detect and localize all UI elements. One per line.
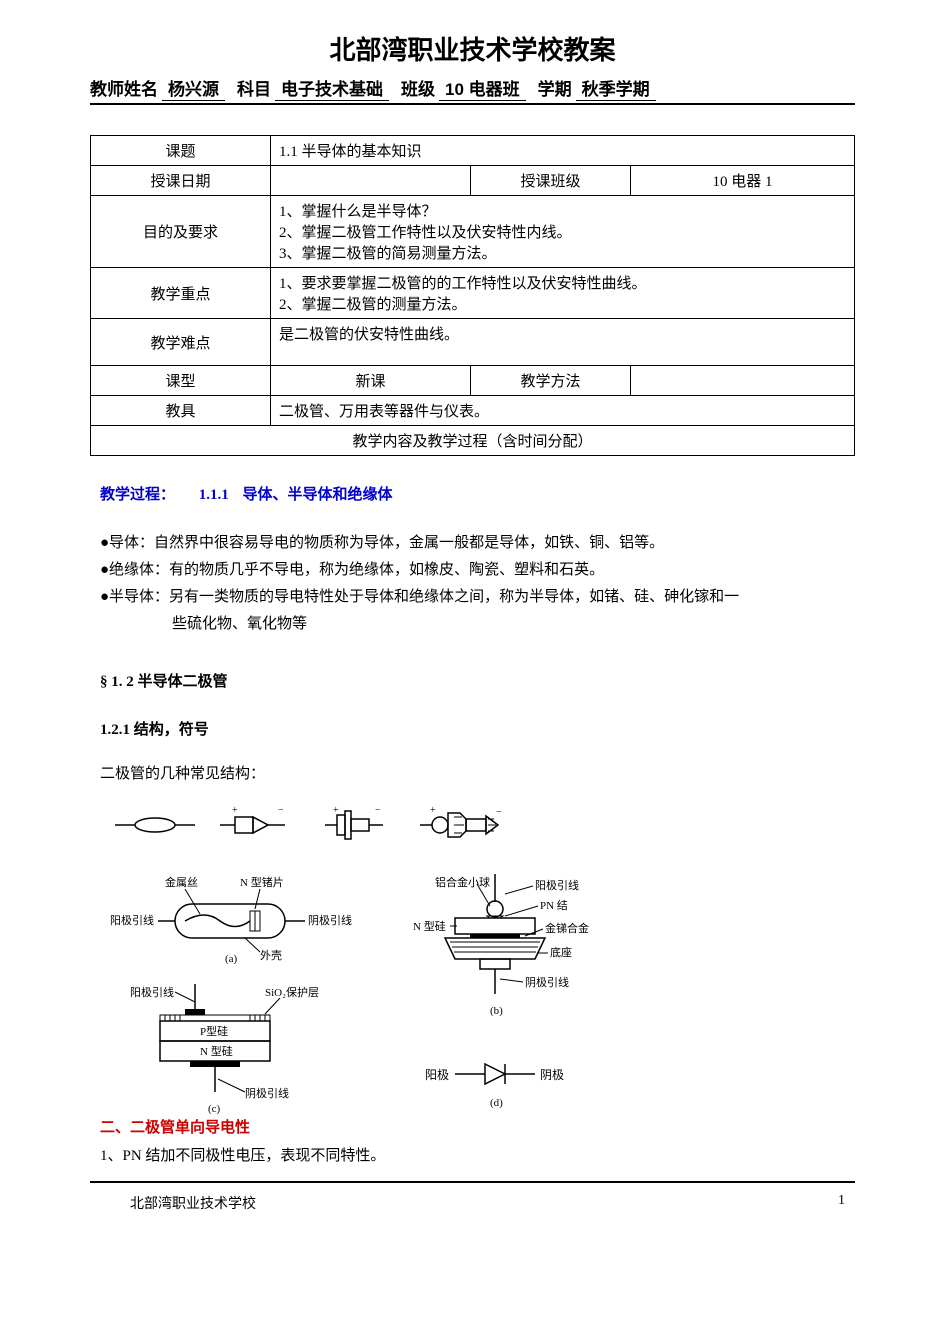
teach-class-value-cell: 10 电器 1 — [631, 166, 855, 196]
method-value-cell — [631, 366, 855, 396]
bullet-conductor: ●导体：自然界中很容易导电的物质称为导体，金属一般都是导体，如铁、铜、铝等。 — [100, 530, 845, 557]
section-12-header: § 1. 2 半导体二极管 — [100, 668, 845, 697]
table-row: 课型 新课 教学方法 — [91, 366, 855, 396]
svg-text:N 型硅: N 型硅 — [200, 1044, 233, 1058]
type-value-cell: 新课 — [271, 366, 471, 396]
section-2-line1: 1、PN 结加不同极性电压，表现不同特性。 — [100, 1142, 845, 1171]
svg-text:铝合金小球: 铝合金小球 — [435, 875, 490, 889]
svg-text:外壳: 外壳 — [260, 948, 282, 962]
topic-label-cell: 课题 — [91, 136, 271, 166]
class-label: 班级 — [401, 75, 435, 101]
bullet-insulator: ●绝缘体：有的物质几乎不导电，称为绝缘体，如橡皮、陶瓷、塑料和石英。 — [100, 557, 845, 584]
class-value: 10 电器班 — [439, 75, 526, 101]
svg-text:−: − — [375, 805, 381, 816]
lesson-plan-table: 课题 1.1 半导体的基本知识 授课日期 授课班级 10 电器 1 目的及要求 … — [90, 135, 855, 456]
difficulty-item: 是二极管的伏安特性曲线。 — [279, 323, 846, 344]
footer-school: 北部湾职业技术学校 — [90, 1193, 256, 1213]
date-label-cell: 授课日期 — [91, 166, 271, 196]
table-row: 目的及要求 1、掌握什么是半导体？ 2、掌握二极管工作特性以及伏安特性内线。 3… — [91, 196, 855, 268]
structure-c-svg: 阳极引线 SiO₂保护层 P型硅 N 型硅 阴极引线 (c) — [110, 984, 365, 1114]
table-row: 教学难点 是二极管的伏安特性曲线。 — [91, 319, 855, 366]
table-row: 课题 1.1 半导体的基本知识 — [91, 136, 855, 166]
diode-structures-diagram: 金属丝 N 型锗片 阳极引线 阴极引线 外壳 (a) 阳极引线 S — [110, 874, 845, 1114]
teach-class-label-cell: 授课班级 — [471, 166, 631, 196]
semester-value: 秋季学期 — [576, 75, 656, 101]
svg-text:PN 结: PN 结 — [540, 899, 568, 912]
svg-text:底座: 底座 — [550, 945, 572, 959]
purpose-item: 2、掌握二极管工作特性以及伏安特性内线。 — [279, 221, 846, 242]
tool-value-cell: 二极管、万用表等器件与仪表。 — [271, 396, 855, 426]
purpose-item: 3、掌握二极管的简易测量方法。 — [279, 242, 846, 263]
bullet-semiconductor-b: 些硫化物、氧化物等 — [100, 611, 845, 638]
svg-text:金属丝: 金属丝 — [165, 875, 198, 889]
topic-value-cell: 1.1 半导体的基本知识 — [271, 136, 855, 166]
svg-text:N 型锗片: N 型锗片 — [240, 875, 284, 889]
svg-text:(a): (a) — [225, 953, 238, 964]
section-2-title: 二、二极管单向导电性 — [100, 1114, 845, 1143]
svg-text:阴极引线: 阴极引线 — [308, 913, 352, 927]
svg-text:阳极引线: 阳极引线 — [130, 985, 174, 999]
process-label: 教学过程： — [100, 487, 175, 503]
tool-label-cell: 教具 — [91, 396, 271, 426]
structure-b-svg: 铝合金小球 阳极引线 PN 结 N 型硅 金锑合金 底座 — [395, 874, 615, 1034]
svg-text:P型硅: P型硅 — [200, 1024, 228, 1038]
content-area: 教学过程： 1.1.1 导体、半导体和绝缘体 ●导体：自然界中很容易导电的物质称… — [90, 481, 855, 1171]
svg-text:N 型硅: N 型硅 — [413, 919, 446, 933]
process-title-line: 教学过程： 1.1.1 导体、半导体和绝缘体 — [100, 481, 845, 510]
svg-text:阴极引线: 阴极引线 — [525, 975, 569, 989]
svg-text:+: + — [333, 805, 339, 816]
footer-page-number: 1 — [838, 1193, 855, 1213]
diode-symbols-svg: + − + − — [110, 803, 540, 848]
definitions-list: ●导体：自然界中很容易导电的物质称为导体，金属一般都是导体，如铁、铜、铝等。 ●… — [100, 530, 845, 638]
keypoint-item: 2、掌握二极管的测量方法。 — [279, 293, 846, 314]
content-header-cell: 教学内容及教学过程（含时间分配） — [91, 426, 855, 456]
section-111-num: 1.1.1 — [199, 487, 229, 503]
difficulty-blank — [279, 344, 846, 361]
svg-text:−: − — [278, 805, 284, 816]
svg-text:−: − — [496, 807, 502, 818]
table-row: 教学内容及教学过程（含时间分配） — [91, 426, 855, 456]
type-label-cell: 课型 — [91, 366, 271, 396]
difficulty-value-cell: 是二极管的伏安特性曲线。 — [271, 319, 855, 366]
svg-text:金锑合金: 金锑合金 — [545, 921, 589, 935]
keypoint-value-cell: 1、要求要掌握二极管的的工作特性以及伏安特性曲线。 2、掌握二极管的测量方法。 — [271, 268, 855, 319]
svg-text:(b): (b) — [490, 1005, 503, 1017]
bullet-semiconductor-a: ●半导体：另有一类物质的导电特性处于导体和绝缘体之间，称为半导体，如锗、硅、砷化… — [100, 584, 845, 611]
table-row: 教具 二极管、万用表等器件与仪表。 — [91, 396, 855, 426]
section-121-header: 1.2.1 结构，符号 — [100, 716, 845, 745]
purpose-value-cell: 1、掌握什么是半导体？ 2、掌握二极管工作特性以及伏安特性内线。 3、掌握二极管… — [271, 196, 855, 268]
difficulty-label-cell: 教学难点 — [91, 319, 271, 366]
keypoint-label-cell: 教学重点 — [91, 268, 271, 319]
header-info-line: 教师姓名 杨兴源 科目 电子技术基础 班级 10 电器班 学期 秋季学期 — [90, 75, 855, 105]
method-label-cell: 教学方法 — [471, 366, 631, 396]
purpose-item: 1、掌握什么是半导体？ — [279, 200, 846, 221]
purpose-label-cell: 目的及要求 — [91, 196, 271, 268]
svg-text:阳极引线: 阳极引线 — [110, 913, 154, 927]
page-title: 北部湾职业技术学校教案 — [90, 30, 855, 67]
section-111-title: 导体、半导体和绝缘体 — [243, 487, 393, 503]
table-row: 教学重点 1、要求要掌握二极管的的工作特性以及伏安特性曲线。 2、掌握二极管的测… — [91, 268, 855, 319]
subject-value: 电子技术基础 — [275, 75, 389, 101]
svg-text:+: + — [232, 805, 238, 816]
diode-symbols-diagram: + − + − — [110, 803, 835, 859]
subject-label: 科目 — [237, 75, 271, 101]
svg-text:+: + — [430, 805, 436, 816]
teacher-value: 杨兴源 — [162, 75, 225, 101]
page-footer: 北部湾职业技术学校 1 — [90, 1181, 855, 1213]
structure-a-svg: 金属丝 N 型锗片 阳极引线 阴极引线 外壳 (a) — [110, 874, 365, 964]
svg-text:阴极引线: 阴极引线 — [245, 1086, 289, 1100]
svg-text:(d): (d) — [490, 1097, 503, 1109]
structures-intro: 二极管的几种常见结构： — [100, 760, 845, 789]
teacher-label: 教师姓名 — [90, 75, 158, 101]
svg-text:阴极: 阴极 — [540, 1068, 564, 1082]
table-row: 授课日期 授课班级 10 电器 1 — [91, 166, 855, 196]
svg-text:阳极引线: 阳极引线 — [535, 878, 579, 892]
svg-text:(c): (c) — [208, 1103, 221, 1114]
keypoint-item: 1、要求要掌握二极管的的工作特性以及伏安特性曲线。 — [279, 272, 846, 293]
semester-label: 学期 — [538, 75, 572, 101]
date-value-cell — [271, 166, 471, 196]
svg-text:阳极: 阳极 — [425, 1068, 449, 1082]
svg-text:SiO₂保护层: SiO₂保护层 — [265, 985, 319, 999]
structure-d-svg: 阳极 阴极 (d) — [415, 1054, 595, 1114]
